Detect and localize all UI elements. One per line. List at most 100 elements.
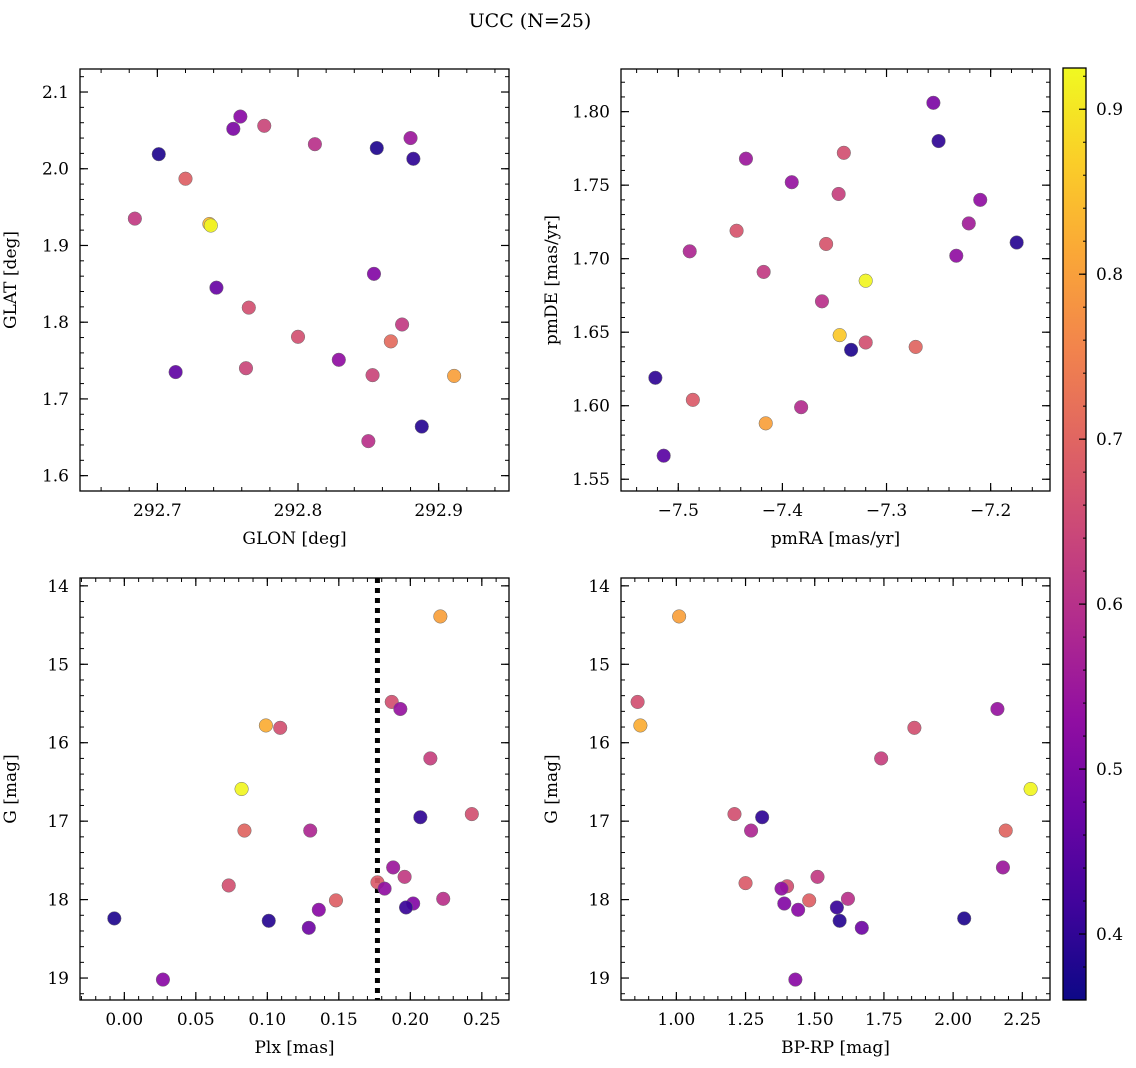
x-tick-label: 0.05 (177, 1010, 215, 1030)
x-tick-label: 292.9 (414, 501, 463, 521)
scatter-point (738, 151, 754, 166)
scatter-point (393, 701, 408, 717)
scatter-point (234, 781, 249, 797)
y-tick-label: 1.7 (42, 390, 69, 410)
axes-frame (79, 577, 510, 1001)
y-axis-label: G [mag] (542, 754, 562, 823)
scatter-point (756, 264, 771, 279)
y-tick-label: 1.80 (572, 103, 610, 123)
x-tick-label: −7.5 (658, 501, 699, 521)
scatter-point (241, 300, 256, 315)
scatter-point (990, 701, 1005, 717)
scatter-point (331, 352, 346, 367)
scatter-point (738, 876, 753, 891)
scatter-point (311, 902, 326, 917)
scatter-point (995, 860, 1010, 875)
scatter-point (819, 236, 834, 252)
x-axis-label: pmRA [mas/yr] (771, 529, 900, 549)
figure-title: UCC (N=25) (469, 10, 592, 32)
colorbar: 0.4 0.5 0.6 0.7 0.8 0.9 (1062, 67, 1123, 1001)
scatter-point (973, 192, 988, 207)
scatter-point (777, 896, 792, 911)
colorbar-tick-label: 0.9 (1096, 100, 1123, 120)
axes-frame (620, 577, 1051, 1001)
x-tick-label: −7.3 (866, 501, 907, 521)
scatter-point (203, 218, 218, 233)
x-tick-label: 1.50 (796, 1010, 834, 1030)
y-tick-label: 1.6 (42, 467, 69, 487)
scatter-point (814, 294, 830, 309)
scatter-point (672, 609, 687, 624)
scatter-point (829, 900, 844, 915)
scatter-point (961, 216, 976, 231)
y-tick-label: 1.65 (572, 323, 610, 343)
y-tick-label: 1.9 (42, 236, 69, 256)
y-tick-label: 15 (588, 655, 610, 675)
scatter-point (221, 878, 236, 893)
scatter-point (744, 823, 759, 838)
scatter-point (844, 342, 859, 357)
x-tick-label: 0.15 (320, 1010, 358, 1030)
x-tick-label: 292.8 (274, 501, 323, 521)
axes-frame (620, 68, 1051, 492)
x-tick-label: 292.7 (133, 501, 182, 521)
scatter-point (433, 609, 448, 624)
scatter-point (931, 133, 946, 149)
panel-glon_glat: 292.7 292.8 292.9 1.6 1.7 1.8 1.9 2.0 2.1 GLON [d… (1, 68, 510, 549)
scatter-point (395, 317, 410, 332)
colorbar-tick-label: 0.4 (1096, 925, 1123, 945)
y-tick-label: 17 (588, 812, 610, 832)
scatter-point (832, 328, 847, 343)
x-tick-label: 1.25 (727, 1010, 765, 1030)
scatter-point (729, 223, 744, 238)
colorbar-tick-label: 0.6 (1096, 595, 1123, 615)
scatter-point (290, 329, 306, 344)
x-tick-label: 1.00 (657, 1010, 695, 1030)
x-tick-label: 2.25 (1003, 1010, 1041, 1030)
x-axis-label: BP-RP [mag] (781, 1038, 890, 1058)
y-tick-label: 1.55 (572, 470, 610, 490)
x-axis-label: Plx [mas] (254, 1038, 334, 1058)
scatter-point (810, 869, 825, 884)
scatter-point (854, 920, 869, 935)
x-tick-label: 1.75 (865, 1010, 903, 1030)
scatter-point (794, 400, 809, 415)
y-tick-label: 14 (588, 577, 610, 597)
scatter-point (127, 211, 142, 226)
scatter-point (261, 913, 276, 928)
scatter-point (303, 823, 318, 838)
x-tick-label: −7.2 (970, 501, 1011, 521)
scatter-point (178, 171, 193, 186)
scatter-point (398, 900, 414, 915)
scatter-point (151, 147, 166, 162)
scatter-point (630, 694, 645, 709)
y-tick-label: 15 (47, 655, 69, 675)
y-tick-label: 16 (588, 734, 610, 754)
scatter-point (858, 335, 873, 350)
scatter-point (238, 361, 254, 376)
scatter-point (656, 448, 671, 463)
scatter-point (328, 893, 344, 908)
axes-frame (79, 68, 510, 492)
scatter-point (397, 869, 412, 884)
y-tick-label: 16 (47, 734, 69, 754)
x-tick-label: 0.10 (248, 1010, 286, 1030)
scatter-point (727, 807, 742, 822)
scatter-point (414, 419, 429, 434)
scatter-point (1023, 781, 1038, 797)
panel-bprp_g: 1.00 1.25 1.50 1.75 2.00 2.25 14 15 16 17 18 19 BP-R… (542, 577, 1051, 1058)
scatter-point (107, 911, 122, 926)
colorbar-frame (1062, 67, 1087, 1001)
y-tick-label: 17 (47, 812, 69, 832)
scatter-point (377, 881, 392, 896)
y-tick-label: 19 (47, 969, 69, 989)
scatter-point (386, 860, 401, 875)
scatter-point (755, 810, 770, 825)
scatter-point (682, 244, 697, 259)
panel-plx_g: 0.00 0.05 0.10 0.15 0.20 0.25 14 15 16 17 18 19 Plx … (1, 577, 510, 1058)
y-tick-label: 1.70 (572, 250, 610, 270)
scatter-point (436, 891, 451, 906)
colorbar-tick-label: 0.5 (1096, 760, 1123, 780)
scatter-point (403, 131, 418, 146)
